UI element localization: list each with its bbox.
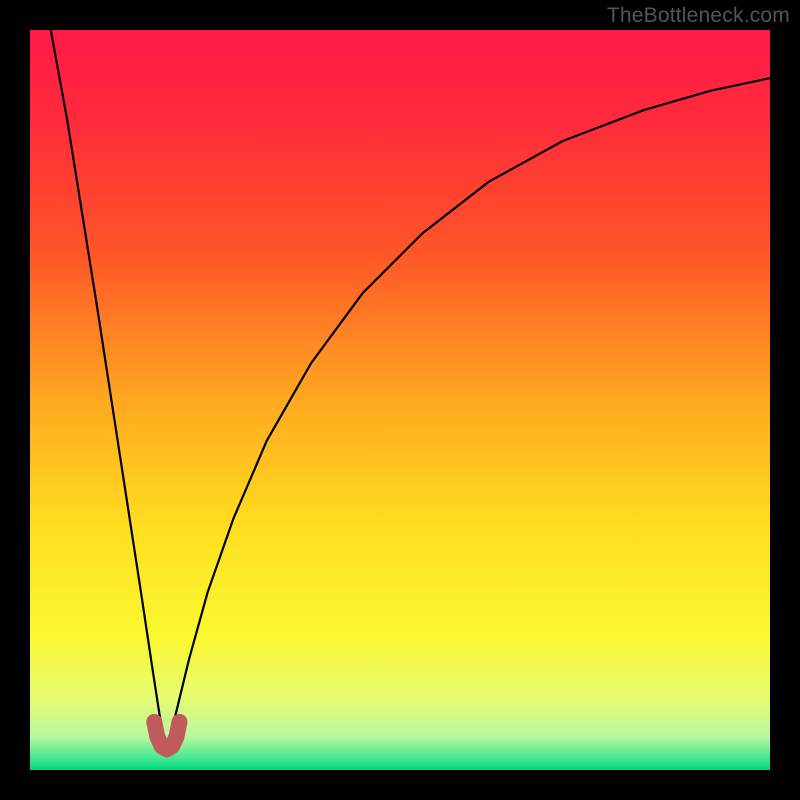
bottleneck-chart xyxy=(0,0,800,800)
watermark-text: TheBottleneck.com xyxy=(607,4,790,28)
plot-background xyxy=(30,30,770,770)
chart-stage: TheBottleneck.com xyxy=(0,0,800,800)
